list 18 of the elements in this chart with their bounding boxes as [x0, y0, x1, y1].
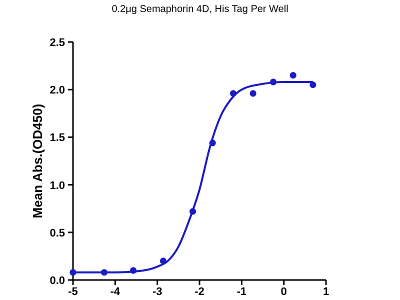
- x-tick-label: -3: [152, 286, 162, 298]
- x-tick-label: 1: [322, 286, 330, 298]
- x-tick-label: -5: [68, 286, 78, 298]
- y-tick-label: 1.5: [50, 132, 65, 144]
- point: [310, 82, 316, 88]
- y-tick-label: 1.0: [50, 180, 65, 192]
- y-tick-label: 0.5: [50, 227, 65, 240]
- chart-title: 0.2μg Semaphorin 4D, His Tag Per Well: [112, 4, 288, 15]
- x-tick-label: 0: [280, 286, 287, 298]
- x-tick-label: -2: [194, 286, 204, 298]
- y-tick-label: 2.0: [50, 84, 65, 97]
- x-tick-label: -1: [236, 286, 247, 298]
- x-tick-label: -4: [110, 286, 121, 298]
- y-tick-label: 0.0: [50, 275, 65, 287]
- y-axis-title: Mean Abs.(OD450): [30, 104, 45, 218]
- y-tick-label: 2.5: [50, 37, 65, 49]
- point: [250, 90, 256, 97]
- point: [290, 72, 296, 79]
